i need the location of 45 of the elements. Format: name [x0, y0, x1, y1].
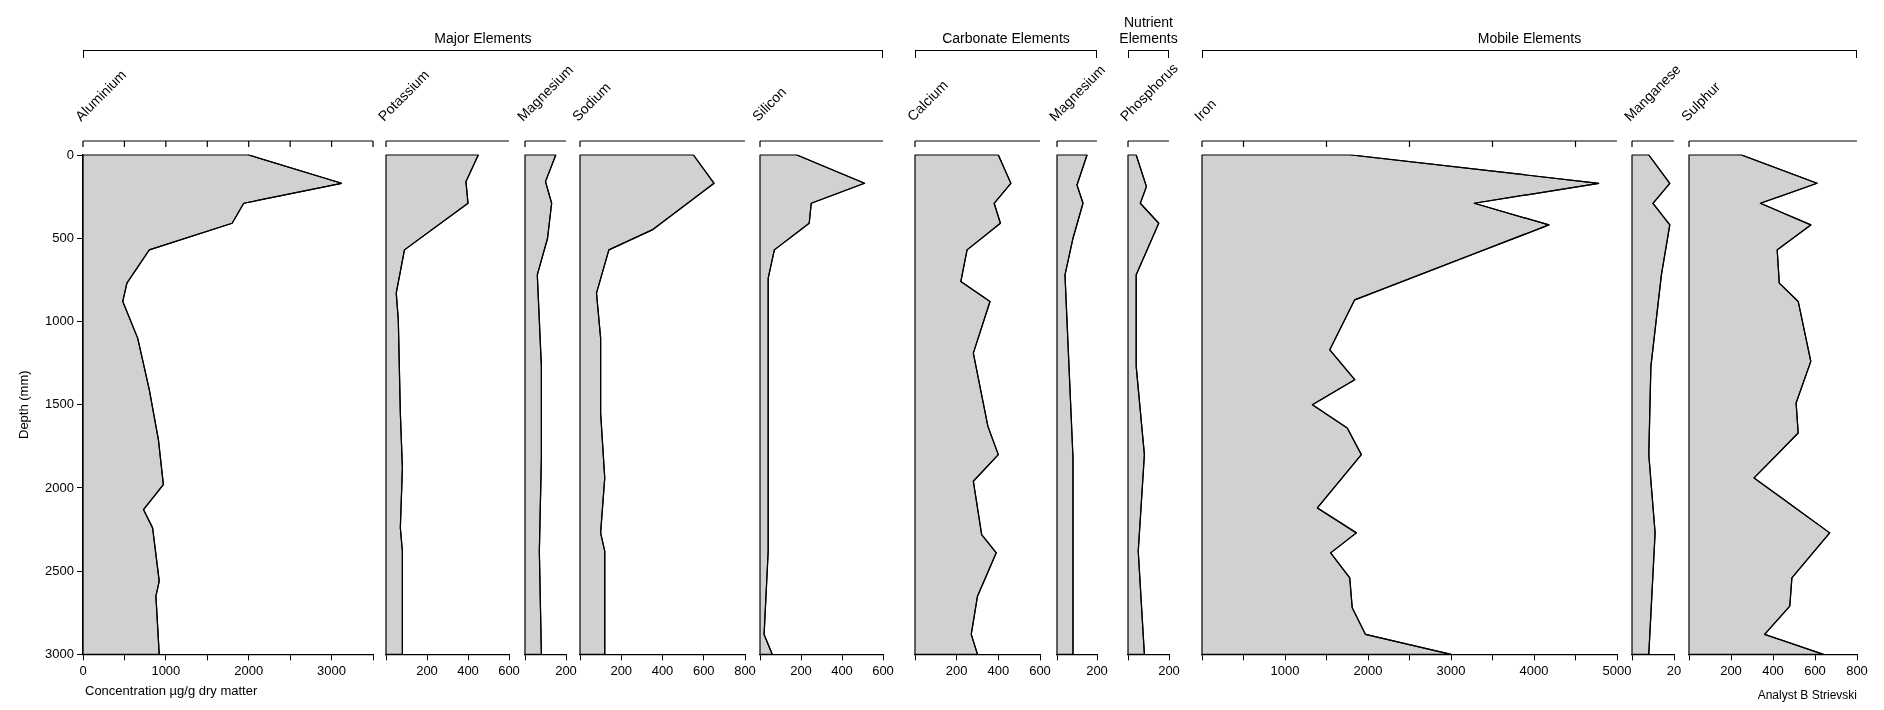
- x-tick-label: 400: [987, 662, 1010, 678]
- text: Carbonate Elements: [941, 29, 1071, 46]
- x-tick-label: 3000: [1436, 662, 1466, 678]
- x-tick-label: 600: [498, 662, 520, 678]
- x-tick-label: 200: [945, 662, 968, 678]
- y-tick-label: 1500: [45, 396, 74, 412]
- x-tick-label: 400: [831, 662, 853, 678]
- y-tick-label: 2500: [45, 562, 74, 578]
- text: Mobile Elements: [1476, 29, 1583, 46]
- x-tick-label: 1000: [151, 662, 181, 678]
- x-tick-label: 400: [1762, 662, 1784, 678]
- x-tick-label: 200: [416, 662, 438, 678]
- text: Nutrient Elements: [1118, 13, 1179, 46]
- x-tick-label: 4000: [1519, 662, 1549, 678]
- x-tick-label: 2000: [234, 662, 264, 678]
- x-tick-label: 600: [1029, 662, 1051, 678]
- x-tick-label: 600: [1804, 662, 1826, 678]
- x-tick-label: 800: [734, 662, 756, 678]
- y-tick-label: 2000: [45, 479, 74, 495]
- y-tick-label: 0: [66, 146, 74, 162]
- x-tick-label: 0: [79, 662, 87, 678]
- y-tick-label: 500: [52, 229, 74, 245]
- y-tick-label: 1000: [45, 313, 74, 329]
- x-tick-label: 20: [1666, 662, 1682, 678]
- text: Major Elements: [433, 29, 533, 46]
- x-tick-label: 5000: [1602, 662, 1632, 678]
- y-axis-title: Depth (mm): [16, 370, 32, 440]
- y-tick-label: 3000: [45, 645, 74, 661]
- x-tick-label: 800: [1846, 662, 1868, 678]
- x-tick-label: 200: [790, 662, 812, 678]
- x-tick-label: 200: [1158, 662, 1180, 678]
- chart-title: Iron: [1190, 95, 1220, 124]
- x-axis-title: Concentration µg/g dry matter: [85, 683, 258, 698]
- x-tick-label: 600: [692, 662, 715, 678]
- x-tick-label: 1000: [1270, 662, 1300, 678]
- x-tick-label: 200: [610, 662, 633, 678]
- x-tick-label: 400: [457, 662, 479, 678]
- x-tick-label: 200: [1086, 662, 1108, 678]
- x-tick-label: 600: [872, 662, 894, 678]
- x-tick-label: 400: [651, 662, 674, 678]
- x-tick-label: 3000: [317, 662, 347, 678]
- text: Analyst B Strievski: [1757, 688, 1857, 702]
- x-tick-label: 2000: [1353, 662, 1383, 678]
- x-tick-label: 200: [1720, 662, 1742, 678]
- x-tick-label: 200: [555, 662, 577, 678]
